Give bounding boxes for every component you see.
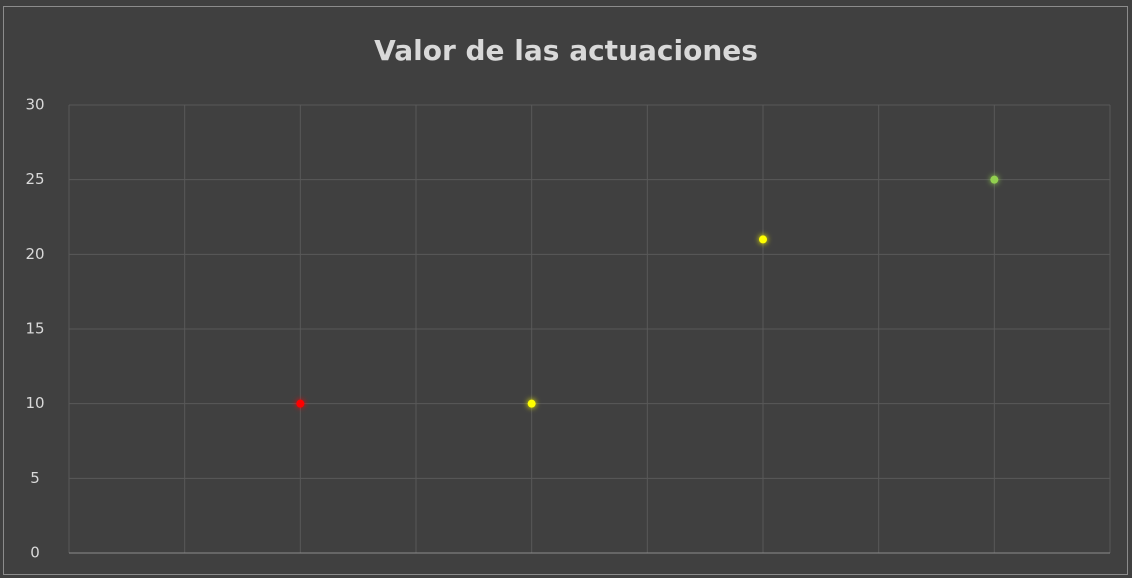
point [296,399,305,408]
y-tick-label: 20 [25,245,44,263]
y-tick-label: 30 [25,96,44,114]
point [527,399,536,408]
point [759,235,767,244]
y-tick-label: 10 [25,394,44,412]
chart-title: Valor de las actuaciones [374,34,758,67]
y-tick-label: 5 [30,469,40,487]
chart-frame [3,6,1128,575]
y-tick-label: 15 [25,320,44,338]
y-tick-label: 0 [30,544,40,562]
y-tick-label: 25 [25,170,44,188]
point [990,175,999,184]
